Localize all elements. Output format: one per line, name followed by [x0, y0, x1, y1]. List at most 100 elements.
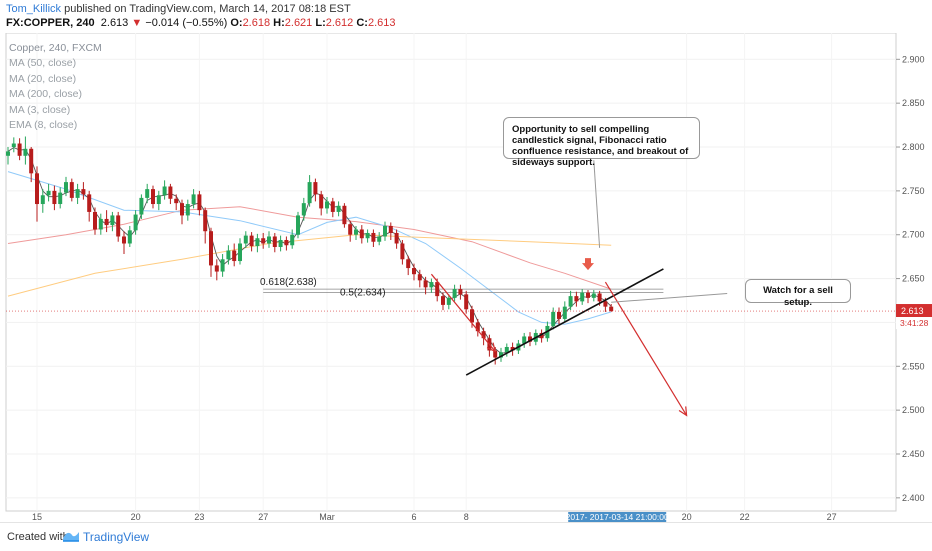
- published-info: Tom_Killick published on TradingView.com…: [6, 3, 351, 15]
- y-tick-label: 2.750: [902, 186, 925, 196]
- candle-body: [52, 190, 57, 205]
- ma-line: [7, 234, 612, 297]
- sell-signal-arrow-icon: [582, 258, 594, 271]
- high-label: H:: [273, 17, 285, 29]
- candle-body: [214, 265, 219, 272]
- candle-body: [203, 210, 208, 232]
- candle-body: [359, 229, 364, 239]
- x-tick-label: 15: [32, 512, 42, 522]
- candle-body: [557, 311, 561, 319]
- candle-body: [377, 236, 382, 242]
- price-chart[interactable]: 0.618(2.638) 0.5(2.634) 2.900 2.850 2.800 2.…: [0, 33, 932, 522]
- candles: [6, 136, 614, 365]
- candle-body: [122, 236, 126, 244]
- x-tick-label: 20: [682, 512, 692, 522]
- candle-body: [162, 186, 167, 196]
- candle-body: [232, 250, 237, 262]
- fib-level-label: 0.618(2.638): [260, 277, 317, 288]
- last-price: 2.613: [100, 17, 129, 29]
- candle-body: [261, 238, 266, 244]
- legend-item-symbol: Copper, 240, FXCM: [9, 42, 102, 54]
- candle-body: [238, 243, 242, 262]
- candle-body: [470, 309, 474, 323]
- candle-body: [156, 195, 161, 205]
- published-text: published on TradingView.com, March 14, …: [64, 3, 351, 15]
- candle-body: [406, 259, 411, 269]
- sell-arrow-head: [678, 406, 688, 417]
- candle-body: [539, 332, 544, 339]
- watch-callout-text: Watch for a sell setup.: [763, 285, 833, 308]
- candle-body: [319, 194, 324, 209]
- candle-body: [272, 236, 277, 248]
- candle-body: [127, 230, 132, 244]
- callout-pointer: [593, 160, 601, 248]
- candle-body: [354, 229, 358, 235]
- symbol-label: FX:COPPER, 240: [6, 17, 95, 29]
- candle-body: [504, 346, 509, 353]
- chart-area[interactable]: 0.618(2.638) 0.5(2.634) 2.900 2.850 2.800 2.…: [0, 33, 932, 522]
- legend-item-ma3: MA (3, close): [9, 103, 71, 116]
- candle-body: [325, 201, 329, 209]
- candle-body: [301, 203, 306, 216]
- candle-body: [580, 292, 585, 302]
- candle-body: [93, 211, 97, 230]
- candle-body: [226, 250, 231, 260]
- sell-arrow-line: [430, 273, 496, 352]
- candle-body: [464, 294, 469, 310]
- y-tick-label: 2.800: [902, 142, 925, 152]
- candle-body: [429, 282, 434, 288]
- candle-body: [499, 352, 503, 358]
- low-value: 2.612: [325, 17, 354, 29]
- candle-body: [383, 225, 387, 237]
- close-label: C:: [356, 17, 368, 29]
- sell-arrow-line: [604, 281, 688, 416]
- legend-item-ma200: MA (200, close): [9, 88, 82, 101]
- candle-body: [574, 296, 579, 302]
- axes: 2.9002.8502.8002.7502.7002.6502.6002.550…: [6, 54, 932, 522]
- candle-body: [388, 225, 393, 233]
- plot-frame: [5, 33, 897, 512]
- legend-item-ema8: EMA (8, close): [9, 119, 78, 132]
- candle-body: [586, 292, 590, 298]
- candle-body: [197, 194, 202, 211]
- candle-body: [220, 259, 225, 272]
- candle-body: [493, 350, 498, 358]
- candle-body: [562, 306, 567, 319]
- x-tick-label: 22: [740, 512, 750, 522]
- price-change: −0.014 (−0.55%): [145, 17, 228, 29]
- candle-body: [603, 301, 608, 307]
- time-highlight-label: 2017- 2017-03-14 21:00:00: [566, 512, 669, 522]
- current-price-tag: [896, 304, 932, 318]
- candle-body: [458, 289, 463, 295]
- symbol-quote-line: FX:COPPER, 240 2.613 ▼ −0.014 (−0.55%) O…: [6, 17, 395, 29]
- candle-body: [75, 189, 80, 198]
- candle-body: [278, 239, 283, 248]
- candle-body: [435, 282, 440, 297]
- candle-body: [481, 331, 486, 339]
- candle-body: [452, 289, 457, 298]
- candle-body: [249, 235, 254, 247]
- candle-body: [475, 322, 480, 332]
- candle-body: [348, 224, 353, 235]
- time-highlight-box: [568, 512, 667, 522]
- candle-body: [35, 173, 39, 205]
- candle-body: [81, 189, 86, 195]
- y-tick-label: 2.500: [902, 405, 925, 415]
- candle-body: [64, 182, 68, 193]
- legend-item-ma20: MA (20, close): [9, 72, 77, 85]
- tradingview-brand-link[interactable]: TradingView: [83, 530, 150, 544]
- y-tick-label: 2.450: [902, 449, 925, 459]
- candle-body: [255, 238, 260, 247]
- candle-body: [104, 218, 109, 226]
- opportunity-callout: Opportunity to sell compelling candlesti…: [503, 117, 700, 168]
- triangle-down-icon: ▼: [131, 17, 143, 29]
- callout-pointer: [611, 292, 728, 303]
- candle-body: [174, 198, 179, 204]
- legend-item-ma50: MA (50, close): [9, 57, 77, 70]
- grid: [5, 33, 897, 512]
- candle-body: [423, 280, 428, 288]
- candle-body: [400, 243, 405, 260]
- tradingview-logo-icon: [62, 529, 80, 548]
- author-link[interactable]: Tom_Killick: [6, 3, 62, 15]
- candle-body: [139, 197, 144, 215]
